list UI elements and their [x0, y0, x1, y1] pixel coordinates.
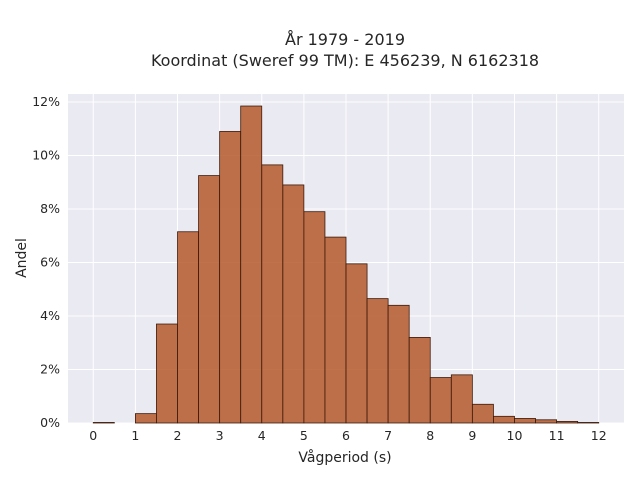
- y-tick-label: 8%: [40, 201, 60, 216]
- y-tick-label: 0%: [40, 415, 60, 430]
- x-tick-label: 4: [258, 428, 266, 443]
- x-tick-label: 6: [342, 428, 350, 443]
- histogram-bar: [471, 403, 494, 424]
- x-tick-label: 5: [300, 428, 308, 443]
- histogram-bar: [303, 211, 326, 424]
- x-tick-label: 11: [549, 428, 565, 443]
- x-tick-label: 3: [216, 428, 224, 443]
- histogram-bar: [493, 415, 515, 424]
- histogram-bar: [156, 323, 178, 424]
- histogram-bar: [134, 413, 157, 424]
- histogram-bar: [345, 263, 368, 424]
- histogram-bar: [408, 337, 431, 424]
- y-axis-label: Andel: [14, 238, 30, 278]
- y-tick-label: 10%: [32, 148, 60, 163]
- x-tick-label: 12: [591, 428, 607, 443]
- histogram-bar: [219, 131, 242, 424]
- y-tick-label: 12%: [32, 94, 60, 109]
- histogram-bar: [514, 418, 536, 424]
- chart-title-line-1: År 1979 - 2019: [285, 30, 405, 49]
- x-tick-label: 8: [426, 428, 434, 443]
- x-tick-label: 0: [89, 428, 97, 443]
- histogram-bar: [177, 231, 199, 424]
- histogram-bar: [556, 420, 579, 424]
- x-tick-label: 9: [468, 428, 476, 443]
- histogram-bar: [240, 105, 263, 424]
- x-tick-label: 7: [384, 428, 392, 443]
- x-tick-label: 2: [174, 428, 182, 443]
- histogram-bar: [198, 175, 221, 424]
- y-tick-labels: 0% 2% 4% 6% 8% 10% 12%: [32, 94, 60, 430]
- histogram-bar: [261, 164, 284, 424]
- histogram-bar: [429, 377, 452, 424]
- histogram-bar: [92, 422, 115, 424]
- x-tick-label: 10: [507, 428, 523, 443]
- histogram-bar: [387, 304, 410, 424]
- chart-title-line-2: Koordinat (Sweref 99 TM): E 456239, N 61…: [151, 51, 539, 70]
- x-tick-label: 1: [131, 428, 139, 443]
- y-tick-label: 2%: [40, 362, 60, 377]
- bars: [92, 105, 600, 424]
- y-tick-label: 6%: [40, 255, 60, 270]
- histogram-bar: [450, 374, 473, 424]
- histogram-bar: [282, 184, 305, 424]
- histogram-bar: [324, 236, 347, 424]
- histogram-bar: [366, 298, 389, 424]
- x-tick-labels: 0 1 2 3 4 5 6 7 8 9 10 11 12: [89, 428, 606, 443]
- y-tick-label: 4%: [40, 308, 60, 323]
- x-axis-label: Vågperiod (s): [298, 449, 391, 466]
- histogram-bar: [577, 422, 600, 424]
- histogram-bar: [535, 419, 558, 424]
